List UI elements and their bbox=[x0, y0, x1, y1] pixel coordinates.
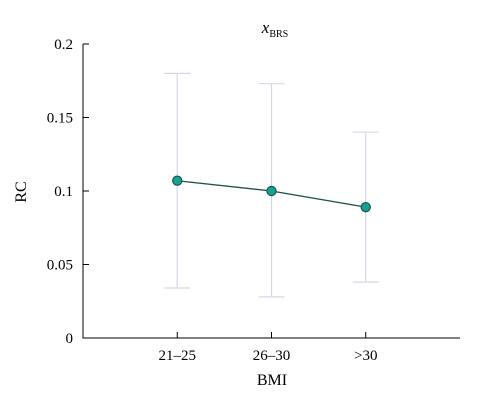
y-tick-label: 0.2 bbox=[54, 37, 73, 53]
error-bars bbox=[164, 72, 379, 298]
data-point bbox=[266, 185, 277, 197]
y-tick-label: 0.05 bbox=[47, 258, 73, 274]
chart-title-subscript: BRS bbox=[269, 29, 288, 40]
data-points bbox=[172, 175, 371, 213]
x-tick-label: 21–25 bbox=[159, 348, 197, 364]
x-tick-label: 26–30 bbox=[253, 348, 291, 364]
y-tick-label: 0 bbox=[66, 331, 74, 347]
data-point bbox=[360, 201, 371, 213]
y-tick-label: 0.15 bbox=[47, 111, 73, 127]
chart-title: xBRS bbox=[261, 18, 288, 40]
y-tick-label: 0.1 bbox=[54, 184, 73, 200]
data-point bbox=[172, 175, 183, 186]
x-ticks: 21–25 26–30 >30 bbox=[159, 332, 377, 364]
y-ticks: 0 0.05 0.1 0.15 0.2 bbox=[47, 37, 89, 347]
y-axis-title: RC bbox=[13, 181, 30, 202]
chart-title-main: x bbox=[261, 18, 270, 37]
x-axis-title: BMI bbox=[257, 372, 287, 389]
x-tick-label: >30 bbox=[354, 348, 377, 364]
